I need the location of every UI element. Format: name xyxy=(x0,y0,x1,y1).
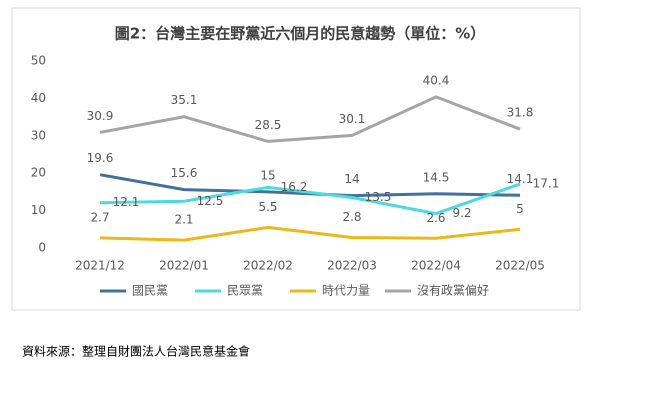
data-label: 16.2 xyxy=(281,180,308,194)
data-label: 5 xyxy=(516,202,524,216)
legend-label: 時代力量 xyxy=(322,284,370,298)
y-tick-label: 20 xyxy=(31,166,46,180)
data-label: 30.1 xyxy=(339,112,366,126)
data-label: 15 xyxy=(260,168,275,182)
legend-label: 民眾黨 xyxy=(227,284,263,298)
data-label: 12.1 xyxy=(113,195,140,209)
data-label: 12.5 xyxy=(197,194,224,208)
chart-title: 圖2：台灣主要在野黨近六個月的民意趨勢（單位：%） xyxy=(115,25,485,43)
x-tick-label: 2021/12 xyxy=(75,259,125,273)
legend-label: 國民黨 xyxy=(132,284,168,298)
data-label: 31.8 xyxy=(507,106,534,120)
data-label: 2.6 xyxy=(426,211,445,225)
data-label: 2.7 xyxy=(90,210,109,224)
y-tick-label: 50 xyxy=(31,54,46,68)
y-tick-label: 0 xyxy=(38,241,46,255)
series-line xyxy=(99,182,521,216)
x-tick-label: 2022/03 xyxy=(327,259,377,273)
y-tick-label: 30 xyxy=(31,128,46,142)
data-label: 15.6 xyxy=(171,166,198,180)
data-label: 28.5 xyxy=(255,118,282,132)
chart-frame xyxy=(11,7,581,311)
data-label: 2.8 xyxy=(342,210,361,224)
source-note: 資料來源：整理自財團法人台灣民意基金會 xyxy=(22,344,250,359)
x-tick-label: 2022/05 xyxy=(495,259,545,273)
data-label: 14.1 xyxy=(507,172,534,186)
data-label: 13.5 xyxy=(365,190,392,204)
data-label: 17.1 xyxy=(533,177,560,191)
data-label: 2.1 xyxy=(174,213,193,227)
data-label: 35.1 xyxy=(171,93,198,107)
legend-label: 沒有政黨偏好 xyxy=(417,283,489,298)
y-tick-label: 40 xyxy=(31,91,46,105)
data-label: 40.4 xyxy=(423,73,450,87)
series-line xyxy=(99,225,521,242)
data-label: 19.6 xyxy=(87,151,114,165)
x-tick-label: 2022/04 xyxy=(411,259,461,273)
data-label: 14 xyxy=(344,172,359,186)
series-line xyxy=(99,95,521,143)
data-label: 30.9 xyxy=(87,109,114,123)
y-tick-label: 10 xyxy=(31,203,46,217)
data-label: 5.5 xyxy=(258,200,277,214)
x-tick-label: 2022/01 xyxy=(159,259,209,273)
data-label: 9.2 xyxy=(452,206,471,220)
x-tick-label: 2022/02 xyxy=(243,259,293,273)
data-label: 14.5 xyxy=(423,170,450,184)
